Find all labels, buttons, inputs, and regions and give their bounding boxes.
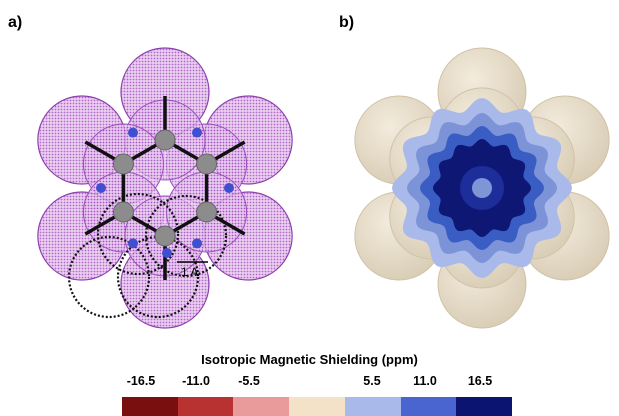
colorbar-segment [289,397,345,416]
shielding-center [472,178,492,198]
colorbar-tick: -16.5 [126,374,156,388]
panel-b-label: b) [339,14,355,31]
carbon-atom-group [112,129,218,247]
probe-point-group [96,127,234,258]
dashed-probe-circle [67,235,151,319]
colorbar-tick: 5.5 [363,374,381,388]
probe-point [192,238,202,249]
dashed-circle-group [67,192,228,319]
carbon-atom [112,201,134,223]
carbon-atom [154,225,176,247]
probe-point [224,183,234,193]
carbon-atom [196,153,218,175]
dashed-probe-circle [96,192,180,276]
carbon-atom [154,129,176,151]
probe-point [96,183,106,193]
colorbar-segment [233,397,290,416]
colorbar-tick: 16.5 [467,374,493,388]
colorbar-tick: 11.0 [413,374,437,388]
carbon-atom [196,201,218,223]
probe-point [128,127,138,138]
shielding-contour-group [392,98,572,278]
colorbar-tick: -11.0 [182,374,210,388]
colorbar-segment [122,397,178,416]
colorbar [122,397,513,416]
scale-bar-label: 1 A [181,265,198,279]
colorbar-tick: -5.5 [238,374,260,388]
probe-point [192,127,202,138]
colorbar-segment [400,397,457,416]
probe-point [162,248,172,258]
colorbar-segment [344,397,401,416]
carbon-atom [112,153,134,175]
colorbar-segment [177,397,234,416]
panel-a-label: a) [8,14,23,31]
probe-point [128,238,138,249]
dashed-probe-circle [144,194,228,278]
colorbar-title: Isotropic Magnetic Shielding (ppm) [201,352,418,367]
colorbar-segment [456,397,513,416]
